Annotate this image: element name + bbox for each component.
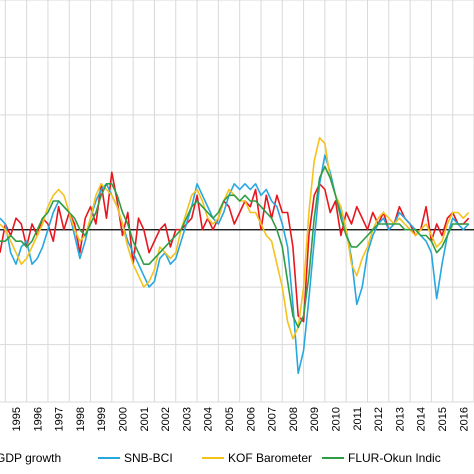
x-tick-label: 2003: [181, 407, 193, 431]
x-tick-label: 2016: [458, 407, 470, 431]
x-tick-label: 2014: [416, 407, 428, 431]
legend-label-2: KOF Barometer: [228, 451, 312, 465]
series-line-1: [0, 154, 470, 375]
x-tick-label: 2005: [224, 407, 236, 431]
x-tick-label: 1999: [96, 407, 108, 431]
series-line-2: [0, 137, 470, 340]
x-tick-label: 1997: [54, 407, 66, 431]
x-tick-label: 2010: [331, 407, 343, 431]
x-tick-label: 2006: [245, 407, 257, 431]
x-tick-label: 2002: [160, 407, 172, 431]
series-layer: [0, 137, 470, 375]
x-tick-label: 2009: [309, 407, 321, 431]
x-tick-label: 2008: [288, 407, 300, 431]
x-tick-label: 2004: [203, 407, 215, 431]
x-tick-label: 2000: [118, 407, 130, 431]
legend-label-3: FLUR-Okun Indic: [348, 451, 441, 465]
grid: [0, 0, 474, 403]
x-tick-label: 2007: [267, 407, 279, 431]
series-line-3: [0, 165, 469, 329]
x-tick-label: 1998: [75, 407, 87, 431]
x-tick-label: 2012: [373, 407, 385, 431]
x-tick-label: 2011: [352, 407, 364, 431]
x-tick-label: 1996: [32, 407, 44, 431]
x-tick-label: 2015: [437, 407, 449, 431]
x-tick-label: 2001: [139, 407, 151, 431]
x-axis-ticks: 1995 1996 1997 1998 1999 2000 2001 2002 2003 2004…: [11, 407, 470, 431]
x-tick-label: 2013: [394, 407, 406, 431]
legend-label-0: GDP growth: [0, 451, 61, 465]
x-tick-label: 1995: [11, 407, 23, 431]
legend-label-1: SNB-BCI: [124, 451, 173, 465]
legend: GDP growth SNB-BCI KOF Barometer FLUR-Okun …: [0, 451, 441, 465]
